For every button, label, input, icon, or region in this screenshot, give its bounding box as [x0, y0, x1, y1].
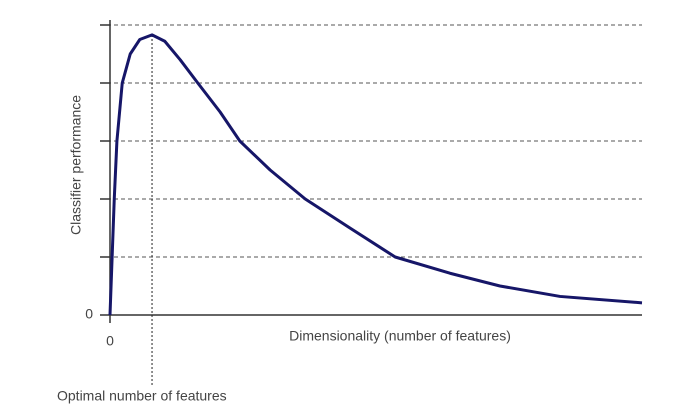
x-tick-label: 0 [106, 333, 114, 349]
y-axis-title: Classifier performance [68, 95, 84, 235]
y-tick-label: 0 [85, 306, 93, 322]
line [108, 33, 643, 316]
x-axis-title: Dimensionality (number of features) [289, 328, 511, 344]
annotation: Optimal number of features [57, 388, 227, 404]
